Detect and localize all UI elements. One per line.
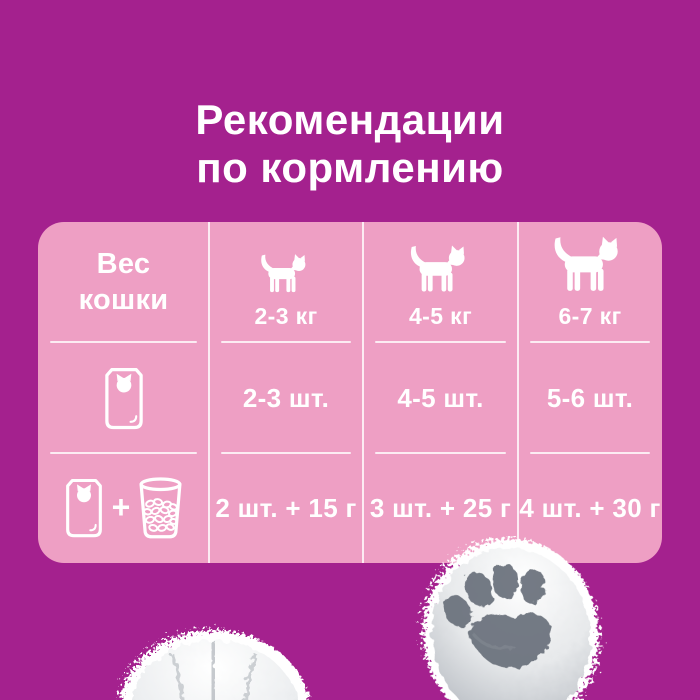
weight-label-medium: 4-5 кг [408, 303, 473, 329]
cat-paw-right-image [422, 538, 600, 700]
mixed-feeding-large: 4 шт. + 30 г [519, 493, 661, 523]
pouch-count-medium: 4-5 шт. [363, 343, 518, 454]
cat-paw-left-image [119, 630, 309, 700]
mixed-feeding-medium: 3 шт. + 25 г [369, 493, 512, 523]
cat-small-icon [261, 254, 306, 293]
wet-pouch-icon [104, 367, 143, 429]
header-cell-weight-small: 2-3 кг [209, 222, 363, 343]
cat-weight-heading-line2: кошки [78, 283, 169, 316]
row-icon-cell-pouch [38, 343, 209, 454]
page-title-line1: Рекомендации [195, 96, 505, 143]
feeding-table: Вес кошки 2-3 кг [38, 222, 662, 563]
dry-food-cup-icon [139, 477, 182, 539]
paw-pads [442, 563, 552, 669]
column-divider [208, 222, 210, 563]
cat-weight-heading-line1: Вес [96, 248, 151, 281]
wet-pouch-icon [65, 478, 102, 538]
row-icon-cell-pouch-plus-dry: + [38, 454, 209, 563]
cat-medium-icon [410, 245, 465, 292]
weight-label-small: 2-3 кг [254, 303, 318, 329]
mixed-feeding-small: 2 шт. + 15 г [215, 493, 357, 523]
column-divider [362, 222, 364, 563]
column-divider [517, 222, 519, 563]
plus-sign: + [111, 488, 131, 525]
weight-label-large: 6-7 кг [558, 303, 622, 329]
header-cell-cat-weight: Вес кошки [38, 222, 209, 343]
header-cell-weight-large: 6-7 кг [518, 222, 662, 343]
pouch-count-large: 5-6 шт. [518, 343, 662, 454]
page-title: Рекомендации по кормлению [0, 96, 700, 192]
wet-pouch-plus-dry-cup-icon: + [63, 477, 185, 540]
page-title-line2: по кормлению [196, 143, 504, 191]
header-cell-weight-medium: 4-5 кг [363, 222, 518, 343]
cat-weight-heading: Вес кошки [79, 247, 169, 318]
cat-large-icon [554, 236, 618, 291]
pouch-count-small: 2-3 шт. [209, 343, 363, 454]
